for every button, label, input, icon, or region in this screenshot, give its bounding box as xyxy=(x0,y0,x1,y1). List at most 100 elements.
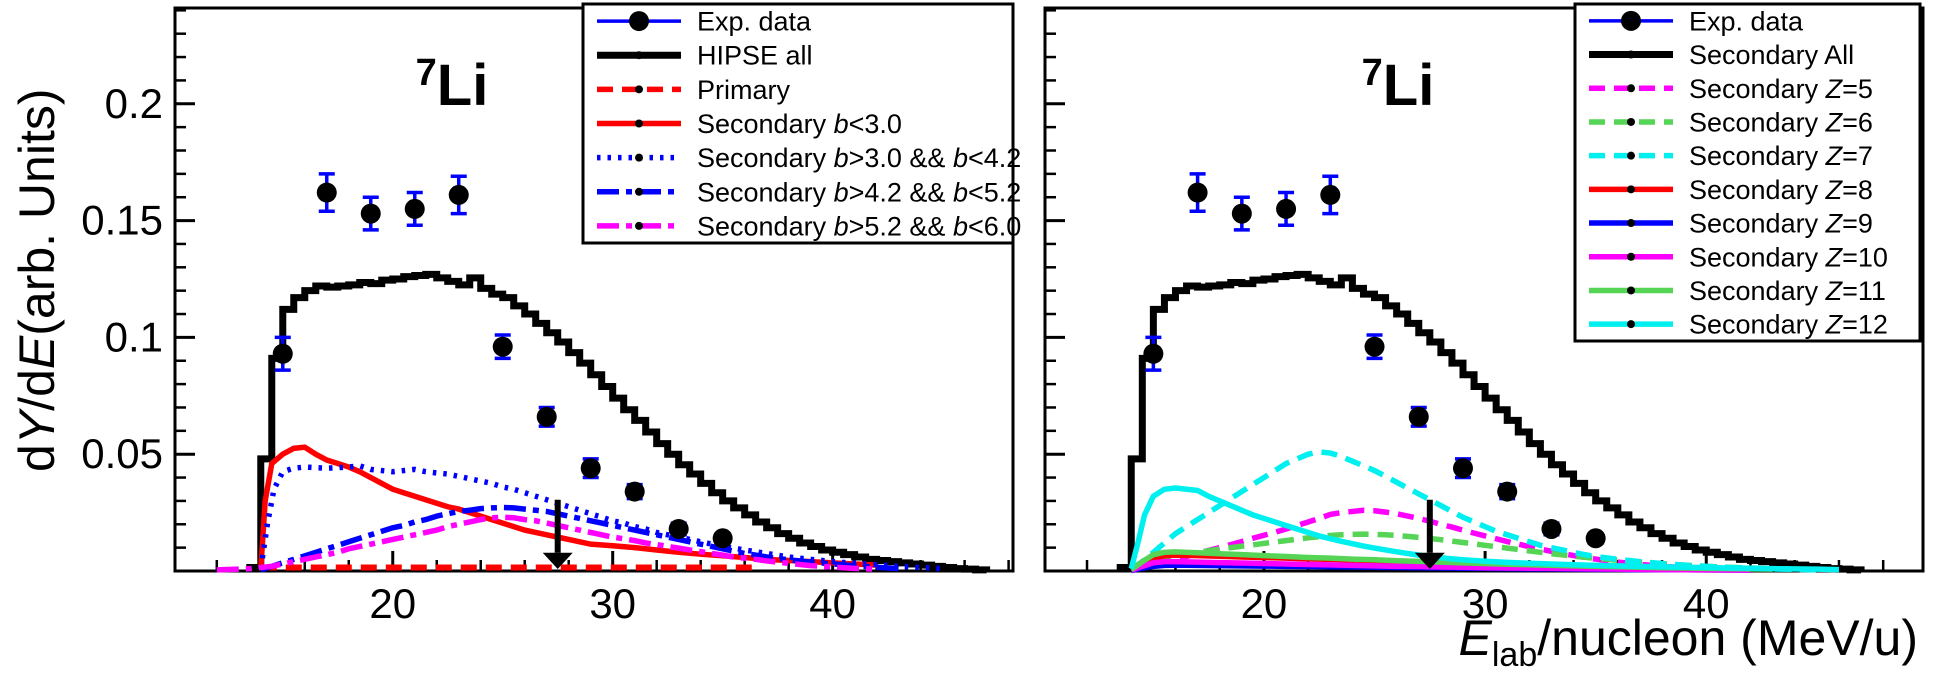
legend-label: Primary xyxy=(697,75,790,105)
x-tick-label: 30 xyxy=(1462,580,1509,627)
legend-entry-sec_z12: Secondary Z=12 xyxy=(1589,310,1888,340)
legend-entry-exp: Exp. data xyxy=(597,7,812,37)
legend-label: Secondary Z=5 xyxy=(1689,74,1873,104)
y-tick-label: 0.2 xyxy=(105,80,163,127)
legend-marker-dot xyxy=(635,85,643,94)
legend-entry-hipse_all: HIPSE all xyxy=(597,41,813,71)
exp-data-points-right xyxy=(1143,172,1606,549)
exp-data-marker xyxy=(1364,336,1385,357)
legend-entry-sec_z7: Secondary Z=7 xyxy=(1589,141,1873,171)
exp-data-marker xyxy=(1143,343,1164,364)
y-tick-label: 0.05 xyxy=(81,430,163,477)
exp-data-marker xyxy=(1187,182,1208,203)
threshold-arrow-right xyxy=(1414,499,1445,569)
legend-left: Exp. data HIPSE all Primary Secondary b<3.0… xyxy=(581,2,1021,245)
x-tick-label: 40 xyxy=(1683,580,1730,627)
exp-data-marker xyxy=(1276,198,1297,219)
x-tick-label: 40 xyxy=(809,580,856,627)
series-sec_z7 xyxy=(1129,449,1817,573)
y-axis-ticks-right xyxy=(1045,9,1065,549)
legend-marker-circle xyxy=(629,11,649,32)
legend-label: Secondary Z=12 xyxy=(1689,310,1888,340)
legend-label: Secondary b<3.0 xyxy=(697,109,902,139)
legend-label: Secondary Z=7 xyxy=(1689,141,1873,171)
exp-data-marker xyxy=(1408,406,1429,427)
exp-data-marker xyxy=(272,343,293,364)
legend-marker-dot xyxy=(635,153,643,162)
legend-marker-dot xyxy=(635,221,643,230)
legend-marker-dot xyxy=(1627,286,1635,295)
exp-data-marker xyxy=(1585,528,1606,549)
x-axis-title: Elab/nucleon (MeV/u) xyxy=(1459,610,1918,674)
legend-entry-sec_b_42_52: Secondary b>4.2 && b<5.2 xyxy=(597,177,1021,207)
exp-data-marker xyxy=(536,406,557,427)
exp-data-marker xyxy=(448,184,469,205)
y-axis-ticks-left: 0.05 0.1 0.15 0.2 xyxy=(81,9,195,549)
legend-marker-dot xyxy=(1627,185,1635,194)
exp-data-points-left xyxy=(272,172,733,549)
legend-label: Exp. data xyxy=(1689,6,1804,36)
exp-data-marker xyxy=(360,203,381,224)
exp-data-marker xyxy=(624,481,645,502)
panel-right: 20 30 40 7Li Exp. data Secondary All Secondary… xyxy=(1043,2,1925,627)
y-axis-title: dY/dE(arb. Units) xyxy=(9,89,65,473)
series-sec_b_42_52 xyxy=(259,504,899,573)
legend-label: Secondary b>4.2 && b<5.2 xyxy=(697,177,1021,207)
y-tick-label: 0.1 xyxy=(105,313,163,360)
legend-marker-dot xyxy=(1627,219,1635,228)
series-hipse_all xyxy=(246,270,991,574)
exp-data-marker xyxy=(492,336,513,357)
legend-marker-dot xyxy=(635,51,643,60)
series-sec_z12 xyxy=(1128,485,1840,573)
legend-label: Secondary b>3.0 && b<4.2 xyxy=(697,143,1021,173)
panel-title-left: 7Li xyxy=(416,52,489,118)
legend-entry-sec_z9: Secondary Z=9 xyxy=(1589,209,1873,239)
legend-entry-sec_z6: Secondary Z=6 xyxy=(1589,107,1873,137)
legend-marker-dot xyxy=(1627,50,1635,59)
legend-label: Secondary b>5.2 && b<6.0 xyxy=(697,211,1021,241)
threshold-arrow-left xyxy=(542,499,573,569)
exp-data-marker xyxy=(668,518,689,539)
exp-data-marker xyxy=(1541,518,1562,539)
legend-box-right xyxy=(1573,2,1922,343)
exp-data-marker xyxy=(580,458,601,479)
legend-entry-sec_z11: Secondary Z=11 xyxy=(1589,276,1886,306)
legend-entry-sec_z10: Secondary Z=10 xyxy=(1589,242,1888,272)
exp-data-marker xyxy=(1320,184,1341,205)
legend-entry-sec_b_52_6: Secondary b>5.2 && b<6.0 xyxy=(597,211,1021,241)
x-tick-label: 20 xyxy=(369,580,416,627)
legend-label: HIPSE all xyxy=(697,41,813,71)
legend-entry-sec_z8: Secondary Z=8 xyxy=(1589,175,1873,205)
legend-marker-dot xyxy=(1627,84,1635,93)
legend-label: Exp. data xyxy=(697,7,812,37)
exp-data-marker xyxy=(404,198,425,219)
legend-marker-dot xyxy=(635,187,643,196)
y-tick-label: 0.15 xyxy=(81,197,163,244)
legend-entry-secondary_all: Secondary All xyxy=(1589,40,1854,70)
series-secondary_all xyxy=(1116,270,1865,574)
legend-label: Secondary Z=6 xyxy=(1689,107,1873,137)
legend-marker-dot xyxy=(1627,151,1635,160)
exp-data-marker xyxy=(316,182,337,203)
legend-label: Secondary All xyxy=(1689,40,1854,70)
legend-label: Secondary Z=9 xyxy=(1689,209,1873,239)
panel-title-right: 7Li xyxy=(1362,52,1435,118)
legend-label: Secondary Z=10 xyxy=(1689,242,1888,272)
legend-marker-dot xyxy=(1627,252,1635,261)
legend-entry-exp: Exp. data xyxy=(1589,6,1804,36)
exp-data-marker xyxy=(1231,203,1252,224)
exp-data-marker xyxy=(1497,481,1518,502)
series-sec_b_52_6 xyxy=(216,514,877,573)
x-tick-label: 20 xyxy=(1241,580,1288,627)
exp-data-marker xyxy=(1452,458,1473,479)
legend-marker-dot xyxy=(1627,117,1635,126)
exp-data-marker xyxy=(712,528,733,549)
legend-entry-sec_b_3_42: Secondary b>3.0 && b<4.2 xyxy=(597,143,1021,173)
legend-label: Secondary Z=8 xyxy=(1689,175,1873,205)
legend-entry-primary: Primary xyxy=(597,75,790,105)
legend-marker-dot xyxy=(1627,320,1635,329)
legend-marker-circle xyxy=(1621,10,1641,31)
legend-label: Secondary Z=11 xyxy=(1689,276,1886,306)
